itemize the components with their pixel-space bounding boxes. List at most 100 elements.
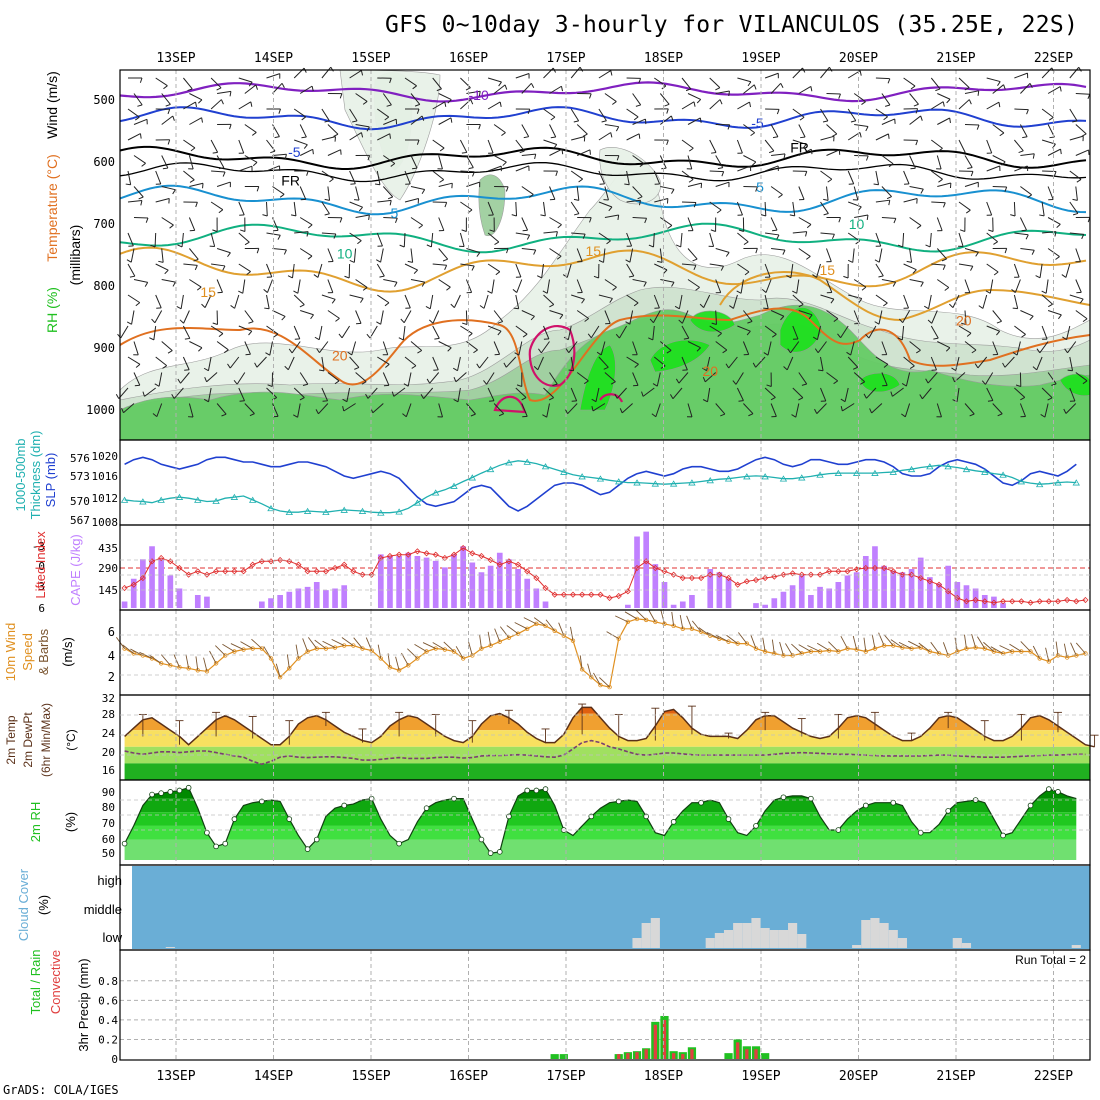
wind-barb-flag — [212, 322, 218, 325]
wind-barb-flag — [960, 152, 966, 154]
wind-axis-label: Wind (m/s) — [44, 71, 60, 139]
wind-barb-flag — [780, 83, 784, 88]
wind-barb-flag — [925, 378, 929, 384]
wind-barb — [383, 155, 396, 164]
wind-speed-point — [341, 643, 347, 648]
wind-barb — [840, 325, 849, 339]
wind-barb-flag — [801, 383, 807, 386]
wind-barb-flag — [177, 378, 181, 384]
wind-barb — [188, 155, 194, 170]
wind-barb — [770, 186, 783, 196]
wind-barb-flag — [952, 377, 956, 383]
wind-barb — [764, 72, 779, 79]
wind-barb — [964, 155, 973, 168]
thickness-point — [669, 480, 678, 487]
wind-barb — [715, 155, 724, 168]
wind-barb — [321, 201, 330, 215]
wind-barb-flag — [988, 229, 994, 232]
wind-barb — [515, 232, 530, 236]
wind-barb — [211, 170, 226, 173]
lifted-index-point — [176, 564, 183, 572]
thickness-point — [578, 473, 586, 480]
lifted-index-point — [597, 591, 604, 598]
wind-barb-flag — [729, 305, 734, 309]
lifted-index-point — [1036, 598, 1043, 605]
wind-barb-flag — [893, 218, 897, 224]
lifted-index-point — [1064, 596, 1071, 604]
wind-barb — [986, 325, 1000, 332]
wind-barb-flag — [997, 413, 1003, 417]
wind-barb-flag — [814, 348, 819, 354]
wind-barb — [377, 108, 390, 118]
wind-barb — [937, 341, 951, 349]
wind-barb — [598, 201, 613, 208]
wind-barb — [1041, 387, 1053, 399]
cloud-low-bar — [778, 930, 789, 948]
cape-bar — [917, 557, 924, 608]
wind-barb-flag — [1081, 234, 1085, 240]
wind-barb — [144, 387, 156, 397]
wind-barb — [407, 648, 418, 659]
wind-barb-flag — [578, 178, 583, 183]
wind-barb — [629, 248, 634, 263]
thickness-point — [999, 471, 1007, 478]
wind-barb — [853, 93, 866, 103]
wind-barb — [266, 279, 273, 293]
wind-barb-flag — [560, 86, 564, 92]
wind-barb — [642, 387, 655, 397]
wind-barb-flag — [1061, 274, 1067, 278]
wind-barb-flag — [589, 217, 592, 223]
lifted-index-point — [414, 548, 421, 555]
wind-barb-flag — [313, 274, 319, 278]
rh-band — [124, 812, 1077, 826]
date-label-bottom: 18SEP — [644, 1069, 683, 1084]
wind-barb — [737, 101, 750, 110]
wind-barb-flag — [366, 333, 371, 339]
precip-total-bar — [724, 1053, 733, 1059]
wind-barb-flag — [998, 102, 1001, 108]
wind-barb — [878, 310, 883, 325]
wind-barb — [1041, 108, 1054, 118]
wind-barb-flag — [666, 349, 672, 354]
wind-barb-flag — [625, 259, 631, 263]
wind-barb — [127, 232, 134, 247]
cape-bar — [762, 604, 768, 608]
cape-bar — [460, 546, 466, 608]
wind-barb-flag — [1010, 214, 1016, 217]
lifted-index-point — [807, 571, 814, 578]
thickness-line — [124, 460, 1077, 514]
wind-speed-point — [790, 653, 795, 658]
wind-barb-flag — [177, 244, 183, 248]
wind-barb — [543, 139, 557, 145]
wind-barb — [936, 155, 942, 170]
contour-label: 10 — [849, 216, 865, 232]
wind-barb-flag — [582, 233, 586, 239]
wind-barb — [687, 279, 700, 288]
wind-barb — [1069, 294, 1084, 300]
wind-barb — [443, 641, 455, 652]
wind-barb — [432, 642, 446, 650]
wind-barb — [188, 217, 196, 231]
lifted-index-point — [359, 571, 366, 578]
lifted-index-point — [203, 571, 210, 578]
precip-tick: 0.4 — [98, 1014, 118, 1027]
pressure-tick: 500 — [93, 93, 115, 107]
wind-barb — [604, 124, 619, 128]
thickness-point — [761, 473, 769, 480]
thickness-point — [505, 459, 513, 466]
cape-bar — [771, 598, 778, 608]
wind-barb — [715, 634, 729, 643]
wind-barb — [1020, 310, 1034, 317]
wind-barb — [1014, 387, 1026, 398]
wind-barb-flag — [362, 287, 368, 291]
cape-bar — [844, 575, 851, 608]
wind-barb-flag — [999, 132, 1005, 137]
rh-point — [496, 849, 503, 855]
wind-barb — [828, 641, 839, 652]
rh-point — [1000, 832, 1006, 839]
wind-barb — [1009, 643, 1022, 652]
lifted-index-point — [1027, 599, 1034, 606]
wind-barb — [737, 232, 749, 243]
lifted-index-point — [826, 568, 833, 575]
wind-barb — [521, 217, 529, 231]
